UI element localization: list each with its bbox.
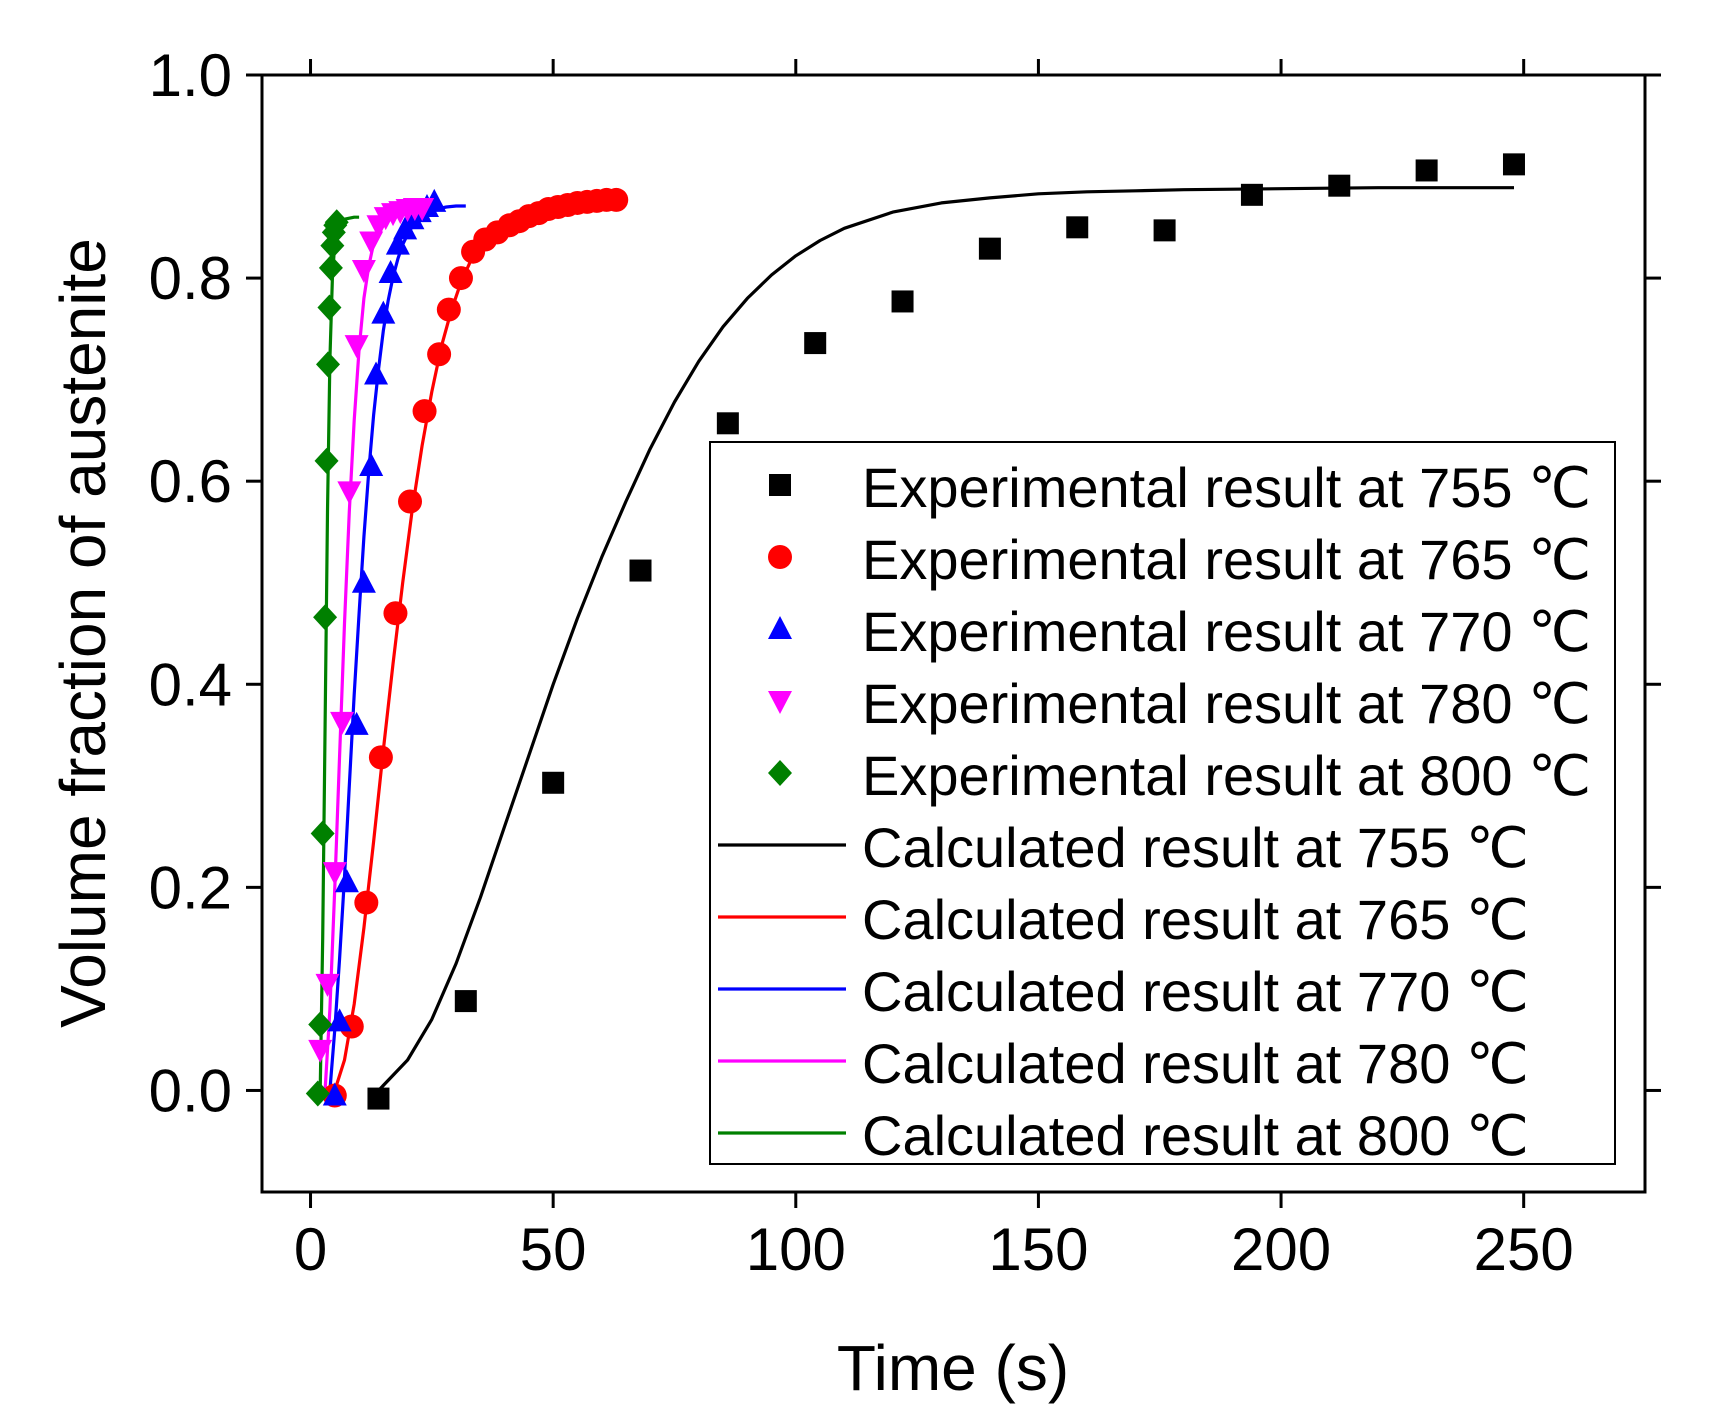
legend: Experimental result at 755 ℃ Experimental… — [718, 456, 1591, 1167]
y-tick-label: 0.8 — [149, 245, 232, 312]
data-point — [322, 1082, 347, 1106]
y-axis-label: Volume fraction of austenite — [47, 238, 119, 1028]
data-point — [385, 231, 410, 255]
x-tick-label: 250 — [1474, 1216, 1574, 1283]
data-point — [542, 771, 565, 794]
data-point — [318, 254, 343, 281]
data-point — [891, 290, 914, 313]
data-point — [410, 198, 435, 222]
y-tick-label: 0.2 — [149, 854, 232, 921]
data-point — [1240, 183, 1263, 206]
legend-marker — [769, 474, 791, 496]
data-point — [317, 294, 342, 321]
data-point — [305, 1080, 330, 1107]
data-point — [308, 1039, 333, 1063]
data-point — [351, 259, 376, 283]
data-point — [327, 1008, 352, 1032]
data-point — [368, 745, 393, 770]
y-tick-label: 0.4 — [149, 651, 232, 718]
data-point — [448, 266, 473, 291]
legend-label: Calculated result at 770 ℃ — [862, 960, 1529, 1023]
legend-label: Calculated result at 800 ℃ — [862, 1104, 1529, 1167]
data-point — [324, 209, 349, 236]
data-point — [322, 862, 347, 886]
data-point — [604, 187, 629, 212]
data-point — [359, 452, 384, 476]
legend-marker — [768, 545, 792, 569]
data-point — [1066, 216, 1089, 239]
legend-label: Experimental result at 765 ℃ — [862, 528, 1591, 591]
data-point — [337, 481, 362, 505]
y-tick-label: 1.0 — [149, 42, 232, 109]
experimental-series — [305, 153, 1525, 1110]
data-point — [383, 601, 408, 626]
data-point — [1328, 174, 1351, 197]
calculated-line-0 — [377, 186, 1514, 1092]
data-point — [1415, 159, 1438, 182]
axis-ticks: 0 50 100 150 200 250 0.0 0.2 0.4 0.6 0.8 1.0 — [149, 42, 1661, 1283]
data-point — [314, 447, 339, 474]
legend-box — [709, 441, 1616, 1165]
data-point — [313, 604, 338, 631]
data-point — [310, 820, 335, 847]
data-point — [454, 990, 477, 1013]
data-point — [315, 973, 340, 997]
calculated-line-1 — [333, 198, 612, 1091]
data-point — [371, 300, 396, 324]
data-point — [364, 361, 389, 385]
data-point — [344, 335, 369, 359]
data-point — [354, 890, 379, 915]
legend-marker — [768, 760, 792, 786]
x-tick-label: 150 — [988, 1216, 1088, 1283]
x-tick-label: 200 — [1231, 1216, 1331, 1283]
legend-label: Calculated result at 765 ℃ — [862, 888, 1529, 951]
data-point — [716, 412, 739, 435]
data-point — [330, 711, 355, 735]
data-point — [359, 231, 384, 255]
data-point — [398, 489, 423, 514]
legend-marker — [768, 691, 792, 714]
y-tick-label: 0.6 — [149, 448, 232, 515]
legend-label: Experimental result at 770 ℃ — [862, 600, 1591, 663]
x-axis-label: Time (s) — [837, 1332, 1069, 1404]
data-point — [334, 869, 359, 893]
data-point — [436, 297, 461, 322]
x-tick-label: 0 — [294, 1216, 327, 1283]
data-point — [427, 342, 452, 367]
legend-label: Experimental result at 800 ℃ — [862, 744, 1591, 807]
data-point — [978, 237, 1001, 260]
data-point — [344, 711, 369, 735]
data-point — [1153, 219, 1176, 242]
plot-frame — [260, 73, 1647, 1194]
data-point — [1502, 153, 1525, 176]
data-point — [804, 332, 827, 355]
x-tick-label: 50 — [520, 1216, 587, 1283]
legend-label: Experimental result at 755 ℃ — [862, 456, 1591, 519]
data-point — [378, 260, 403, 284]
data-point — [629, 559, 652, 582]
legend-label: Calculated result at 755 ℃ — [862, 816, 1529, 879]
legend-label: Experimental result at 780 ℃ — [862, 672, 1591, 735]
y-tick-label: 0.0 — [149, 1057, 232, 1124]
legend-marker — [768, 616, 792, 639]
data-point — [315, 351, 340, 378]
data-point — [412, 399, 437, 424]
data-point — [308, 1011, 333, 1038]
data-point — [351, 569, 376, 593]
data-point — [367, 1087, 390, 1110]
x-tick-label: 100 — [746, 1216, 846, 1283]
legend-label: Calculated result at 780 ℃ — [862, 1032, 1529, 1095]
